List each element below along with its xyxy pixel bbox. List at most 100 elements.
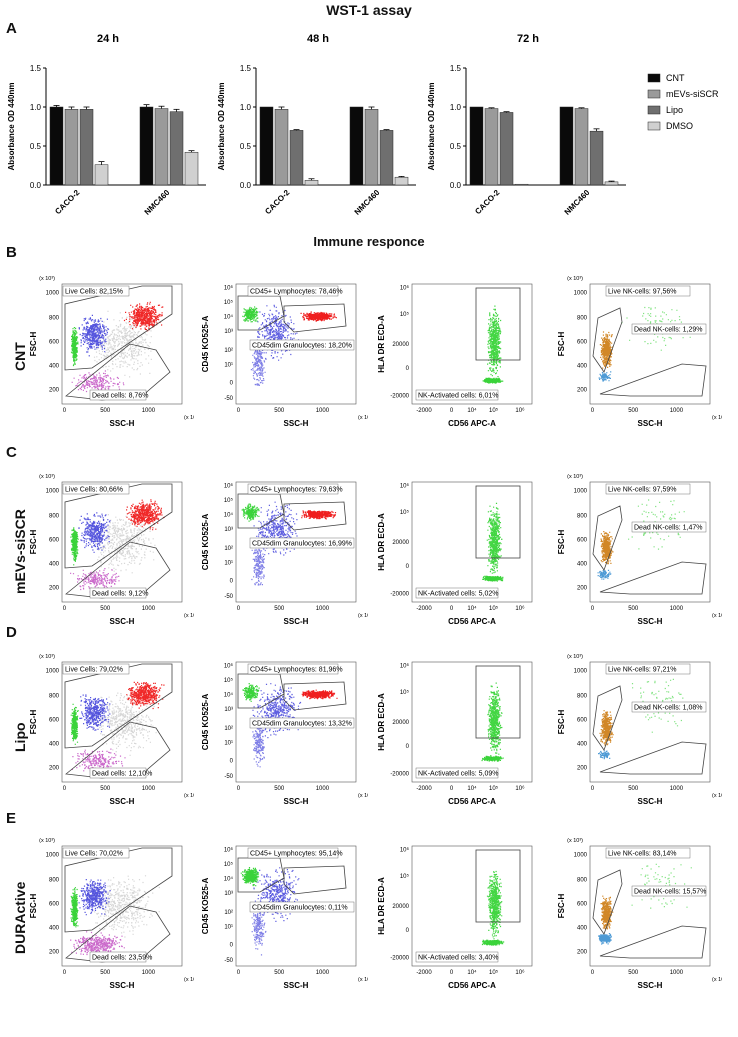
plot-frame <box>589 845 711 967</box>
gate-label-box <box>605 483 691 495</box>
y-tick-label: -20000 <box>390 592 409 598</box>
y-tick-label: 600 <box>49 340 60 346</box>
y-tick-label: -50 <box>224 774 233 780</box>
dead-cells-label: Dead cells: 12,10% <box>92 771 152 778</box>
dead-nk-gate <box>599 741 707 775</box>
x-axis-label: CD56 APC-A <box>448 981 496 990</box>
y-tick-label: 0 <box>230 578 234 584</box>
legend-swatch <box>647 89 661 99</box>
y-tick-label: 800 <box>577 878 588 884</box>
y-tick-label: 0.0 <box>240 181 252 190</box>
green-points <box>70 527 79 566</box>
x-tick-label: 10⁴ <box>467 605 477 612</box>
bar-chart-72h: 72 h 0.0 0.5 1.0 1.5 Absorbance OD 440nm CACO-… <box>427 33 626 217</box>
y-tick-label: 1000 <box>574 668 588 674</box>
x-tick-label: 10⁴ <box>467 785 477 792</box>
scatter-points <box>242 683 338 768</box>
y-tick-label: 1.0 <box>240 103 252 112</box>
flow-plot-r3-c3: 200 400 600 800 1000 0 500 1000 (x 10³) (x 10³) FS… <box>557 838 722 990</box>
y-tick-label: 200 <box>49 388 60 394</box>
y-tick-label: 10⁶ <box>400 847 410 854</box>
x-tick-label: 1000 <box>316 786 330 792</box>
live-cells-label: Live Cells: 80,66% <box>65 487 123 494</box>
bar-legend: CNT mEVs-siSCR Lipo DMSO <box>647 73 719 131</box>
scatter-points <box>482 305 504 384</box>
y-tick-label: 800 <box>49 316 60 322</box>
lymph-label: CD45+ Lymphocytes: 79,63% <box>250 487 343 494</box>
x-unit: (x 10³) <box>358 415 368 421</box>
gate-label-box <box>89 389 147 401</box>
gate-label-box <box>89 767 147 779</box>
legend-label: mEVs-siSCR <box>666 89 719 99</box>
y-tick-label: 1000 <box>46 290 60 296</box>
live-nk-label: Live NK-cells: 83,14% <box>608 851 676 858</box>
x-tick-label: 10⁵ <box>489 785 499 792</box>
y-tick-label: 800 <box>577 694 588 700</box>
y-tick-label: 10⁵ <box>224 497 234 504</box>
green-points <box>70 887 79 928</box>
flow-plot-r2-c3: 200 400 600 800 1000 0 500 1000 (x 10³) (x 10³) FS… <box>557 654 722 806</box>
red-points <box>301 689 338 700</box>
y-tick-label: 20000 <box>392 540 409 546</box>
orange-points <box>599 710 614 746</box>
dead-cells-label: Dead cells: 8,76% <box>92 393 148 400</box>
bar-chart-48h: 48 h 0.0 0.5 1.0 1.5 Absorbance OD 440nm CACO-… <box>217 33 416 217</box>
scatter-points <box>70 301 164 394</box>
x-unit: (x 10³) <box>184 415 194 421</box>
y-axis-label: FSC-H <box>557 332 566 357</box>
dead-nk-label: Dead NK-cells: 1,08% <box>634 705 702 712</box>
y-axis-label: CD45 KO525-A <box>201 878 210 935</box>
debris-points <box>87 512 156 574</box>
category-label: NMC460 <box>353 188 382 217</box>
x-axis-label: CD56 APC-A <box>448 419 496 428</box>
plot-frame <box>589 283 711 405</box>
y-unit: (x 10³) <box>39 654 55 660</box>
flow-plot-r0-c1: 10⁶ 10⁵ 10⁴ 10³ 10² 10¹ 0 -50 0 500 1000 (x 10³) CD4… <box>201 283 368 428</box>
y-tick-label: 200 <box>577 586 588 592</box>
y-tick-label: 0.5 <box>450 142 462 151</box>
figure-title: WST-1 assay <box>326 2 412 18</box>
y-tick-label: 10¹ <box>224 740 233 746</box>
category-label: CACO-2 <box>263 188 291 216</box>
y-unit: (x 10³) <box>39 474 55 480</box>
blue-points <box>257 304 300 361</box>
x-tick-label: 0 <box>450 786 454 792</box>
y-tick-label: 800 <box>577 316 588 322</box>
dead-nk-gate <box>599 561 707 595</box>
y-axis-label: Absorbance OD 440nm <box>7 82 16 170</box>
x-axis-label: SSC-H <box>638 617 663 626</box>
y-tick-label: 10⁶ <box>400 483 410 490</box>
plot-frame <box>235 481 357 603</box>
y-tick-label: 400 <box>49 562 60 568</box>
y-tick-label: 10⁵ <box>224 677 234 684</box>
red-points <box>301 510 337 520</box>
gran-gate <box>283 303 347 333</box>
dead-nk-label: Dead NK-cells: 1,47% <box>634 525 702 532</box>
gate-label-box <box>62 483 130 495</box>
y-unit: (x 10³) <box>567 276 583 282</box>
x-tick-label: 0 <box>450 970 454 976</box>
orange-points <box>600 895 614 930</box>
panel-letter-b: B <box>6 244 17 261</box>
green-points <box>242 683 260 702</box>
live-nk-gate <box>592 869 623 935</box>
y-tick-label: 800 <box>49 694 60 700</box>
y-tick-label: 0.5 <box>30 142 42 151</box>
plot-frame <box>411 481 533 603</box>
green-points <box>70 703 79 745</box>
gate-label-box <box>249 339 355 351</box>
y-tick-label: 600 <box>49 902 60 908</box>
gran-gate <box>283 865 347 895</box>
live-cells-label: Live Cells: 82,15% <box>65 289 123 296</box>
x-axis-label: SSC-H <box>110 419 135 428</box>
y-tick-label: 800 <box>577 514 588 520</box>
gate-label-box <box>62 285 130 297</box>
y-tick-label: 600 <box>577 538 588 544</box>
y-tick-label: 0 <box>230 942 234 948</box>
green-base-points <box>481 939 505 946</box>
bar-cnt <box>139 106 154 186</box>
x-tick-label: 0 <box>63 408 67 414</box>
y-tick-label: 0 <box>406 928 410 934</box>
